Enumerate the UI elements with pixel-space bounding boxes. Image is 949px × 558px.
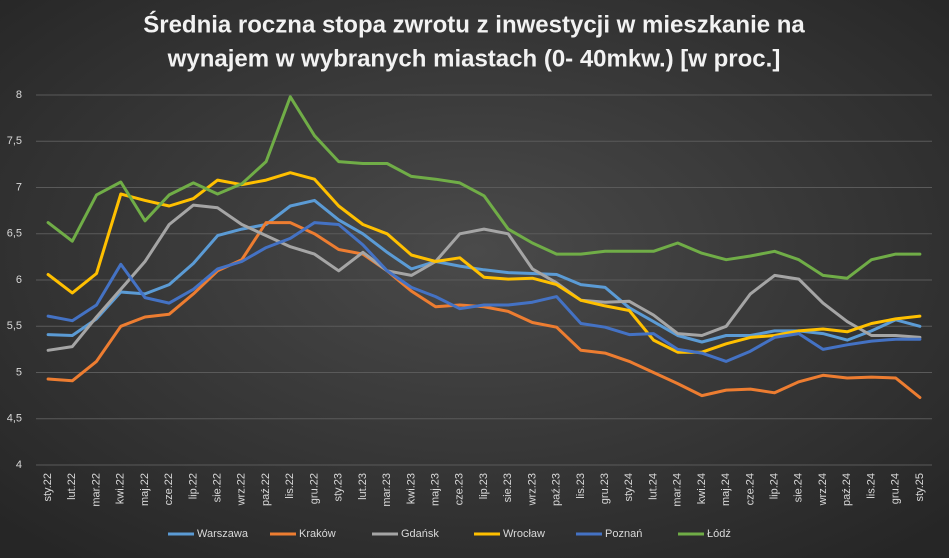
legend-label: Wrocław bbox=[503, 528, 545, 540]
x-tick-label: lut.23 bbox=[357, 473, 369, 500]
x-tick-label: wrz.23 bbox=[526, 473, 538, 506]
y-tick-label: 6,5 bbox=[7, 228, 22, 240]
y-tick-label: 8 bbox=[16, 89, 22, 101]
x-tick-label: mar.22 bbox=[90, 473, 102, 507]
x-tick-label: sty.24 bbox=[623, 473, 635, 502]
y-tick-label: 6 bbox=[16, 274, 22, 286]
legend-label: Łódź bbox=[707, 528, 731, 540]
x-tick-label: lut.22 bbox=[66, 473, 78, 500]
x-tick-label: cze.23 bbox=[454, 473, 466, 505]
x-tick-label: cze.22 bbox=[163, 473, 175, 505]
series-line bbox=[46, 221, 922, 363]
x-tick-label: gru.22 bbox=[308, 473, 320, 504]
x-tick-label: maj.24 bbox=[720, 473, 732, 506]
x-tick-label: sty.25 bbox=[914, 473, 926, 502]
x-tick-label: paź.23 bbox=[551, 473, 563, 506]
x-tick-label: wrz.24 bbox=[817, 473, 829, 506]
legend-label: Poznań bbox=[605, 528, 642, 540]
legend-label: Warszawa bbox=[197, 528, 249, 540]
x-tick-label: cze.24 bbox=[744, 473, 756, 505]
x-tick-label: lip.22 bbox=[187, 473, 199, 499]
x-tick-label: sie.24 bbox=[793, 473, 805, 502]
x-tick-label: paź.22 bbox=[260, 473, 272, 506]
x-tick-label: wrz.22 bbox=[236, 473, 248, 506]
y-tick-label: 5 bbox=[16, 366, 22, 378]
x-tick-label: gru.24 bbox=[890, 473, 902, 504]
y-tick-label: 4,5 bbox=[7, 413, 22, 425]
x-tick-label: kwi.24 bbox=[696, 473, 708, 504]
x-tick-label: mar.24 bbox=[672, 473, 684, 507]
x-tick-label: lut.24 bbox=[647, 473, 659, 500]
x-tick-label: lis.22 bbox=[284, 473, 296, 499]
series-line bbox=[46, 171, 922, 354]
series-line bbox=[46, 198, 922, 344]
x-tick-label: kwi.23 bbox=[405, 473, 417, 504]
y-tick-label: 7,5 bbox=[7, 135, 22, 147]
x-tick-label: kwi.22 bbox=[115, 473, 127, 504]
x-tick-label: lis.23 bbox=[575, 473, 587, 499]
x-tick-label: maj.23 bbox=[429, 473, 441, 506]
y-tick-label: 4 bbox=[16, 459, 22, 471]
series-line bbox=[46, 203, 922, 352]
y-tick-label: 7 bbox=[16, 181, 22, 193]
chart-title: wynajem w wybranych miastach (0- 40mkw.)… bbox=[167, 45, 781, 72]
x-tick-label: lip.24 bbox=[769, 473, 781, 499]
x-tick-label: paź.24 bbox=[841, 473, 853, 506]
series-line bbox=[46, 95, 922, 280]
chart-title: Średnia roczna stopa zwrotu z inwestycji… bbox=[143, 10, 805, 38]
legend-label: Gdańsk bbox=[401, 528, 439, 540]
x-tick-label: gru.23 bbox=[599, 473, 611, 504]
x-tick-label: sie.22 bbox=[212, 473, 224, 502]
x-tick-label: lis.24 bbox=[865, 473, 877, 499]
x-tick-label: mar.23 bbox=[381, 473, 393, 507]
y-tick-label: 5,5 bbox=[7, 320, 22, 332]
x-tick-label: lip.23 bbox=[478, 473, 490, 499]
legend-label: Kraków bbox=[299, 528, 336, 540]
x-tick-label: sty.22 bbox=[42, 473, 54, 502]
x-tick-label: sie.23 bbox=[502, 473, 514, 502]
x-tick-label: sty.23 bbox=[333, 473, 345, 502]
x-tick-label: maj.22 bbox=[139, 473, 151, 506]
series-line bbox=[46, 221, 922, 399]
